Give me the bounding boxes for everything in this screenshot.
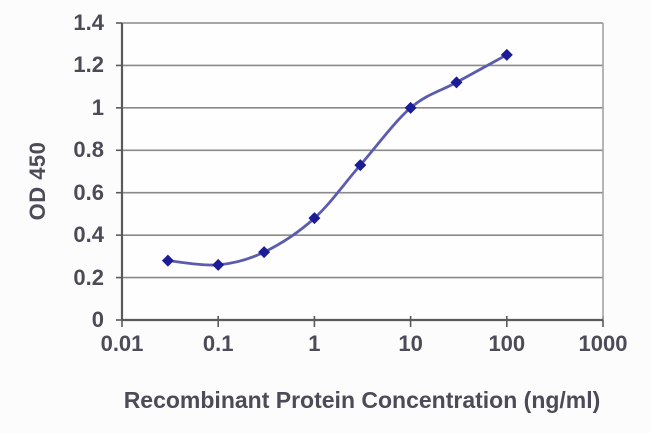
x-tick-label: 100	[488, 331, 526, 356]
x-tick-label: 1000	[578, 331, 628, 356]
y-tick-label: 0.4	[73, 222, 104, 248]
x-tick-label: 1	[308, 331, 321, 356]
y-tick-label: 0	[91, 307, 104, 332]
y-tick-label: 0.6	[73, 179, 104, 205]
y-tick-label: 1.2	[73, 52, 104, 78]
y-tick-label: 1.4	[73, 10, 104, 35]
curve-svg	[116, 22, 604, 327]
x-axis-title: Recombinant Protein Concentration (ng/ml…	[123, 387, 601, 413]
x-tick-label: 10	[398, 331, 423, 356]
x-tick-label: 0.1	[202, 331, 234, 356]
y-tick-label: 0.8	[73, 137, 104, 163]
plot-area	[116, 22, 604, 327]
y-tick-label: 1	[91, 94, 104, 120]
y-tick-label: 0.2	[73, 264, 104, 290]
x-tick-label: 0.01	[100, 331, 144, 356]
